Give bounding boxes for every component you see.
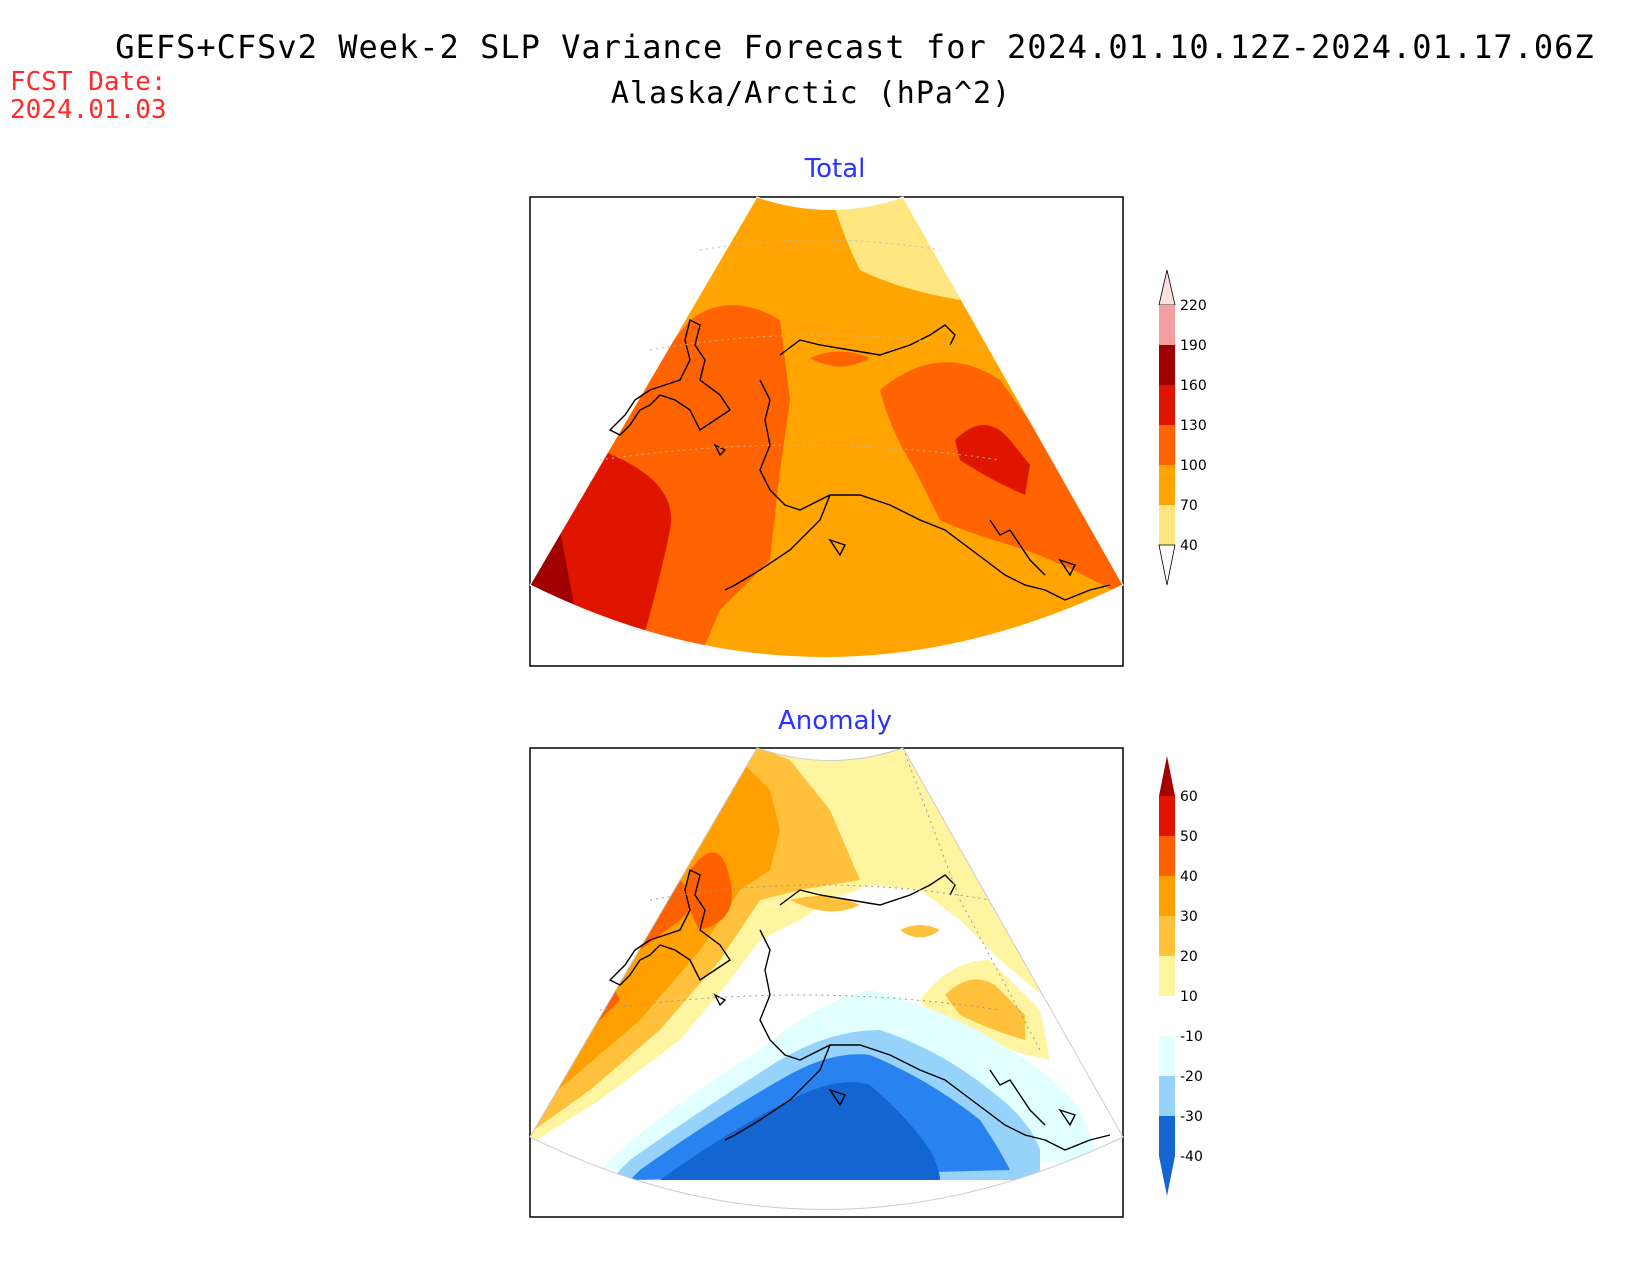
forecast-date-label: FCST Date: (10, 67, 167, 97)
anomaly-colorbar-bin (1159, 1076, 1175, 1116)
total-graticule (599, 239, 1001, 461)
anomaly-coastlines (608, 868, 1111, 1151)
total-colorbar-bin (1159, 425, 1175, 465)
anomaly-colorbar-label: 60 (1180, 789, 1198, 805)
chart-subtitle: Alaska/Arctic (hPa^2) (610, 76, 1012, 111)
total-colorbar-label: 220 (1180, 298, 1207, 314)
anomaly-colorbar-bin (1159, 836, 1175, 876)
total-map (529, 196, 1124, 667)
anomaly-colorbar-label: 50 (1180, 829, 1198, 845)
total-colorbar-bin (1159, 505, 1175, 545)
anomaly-colorbar-label: 30 (1180, 909, 1198, 925)
anomaly-colorbar-label: 10 (1180, 989, 1198, 1005)
total-colorbar-bin (1159, 385, 1175, 425)
total-colorbar-label: 190 (1180, 338, 1207, 354)
anomaly-colorbar-label: 40 (1180, 869, 1198, 885)
total-colorbar-label: 70 (1180, 498, 1198, 514)
anomaly-map (529, 747, 1124, 1218)
total-colorbar-top-arrow (1158, 269, 1176, 306)
anomaly-panel-title: Anomaly (777, 706, 893, 736)
anomaly-colorbar-bin (1159, 876, 1175, 916)
anomaly-colorbar-bin (1159, 1116, 1175, 1156)
anomaly-colorbar-top-arrow (1159, 756, 1175, 796)
anomaly-colorbar-bin (1159, 916, 1175, 956)
total-colorbar-bin (1159, 345, 1175, 385)
total-panel-title: Total (804, 154, 866, 184)
total-colorbar-label: 160 (1180, 378, 1207, 394)
total-colorbar-label: 40 (1180, 538, 1198, 554)
total-colorbar-label: 130 (1180, 418, 1207, 434)
anomaly-colorbar-label: -30 (1180, 1109, 1203, 1125)
total-colorbar-bottom-arrow (1158, 544, 1176, 586)
anomaly-colorbar-bin (1159, 996, 1175, 1036)
anomaly-colorbar-bin (1159, 956, 1175, 996)
anomaly-colorbar-label: -40 (1180, 1149, 1203, 1165)
total-colorbar-label: 100 (1180, 458, 1207, 474)
anomaly-colorbar-bin (1159, 796, 1175, 836)
total-coastlines (608, 318, 1111, 601)
forecast-date-value: 2024.01.03 (10, 95, 167, 125)
anomaly-colorbar-label: -20 (1180, 1069, 1203, 1085)
total-colorbar-bin (1159, 305, 1175, 345)
anomaly-colorbar-label: -10 (1180, 1029, 1203, 1045)
anomaly-colorbar-label: 20 (1180, 949, 1198, 965)
anomaly-colorbar-bottom-arrow (1159, 1156, 1175, 1196)
anomaly-graticule (599, 747, 1041, 1051)
anomaly-colorbar: 60 50 40 30 20 10 -10 -20 -30 -40 (1159, 756, 1203, 1196)
total-colorbar-bin (1159, 465, 1175, 505)
chart-title: GEFS+CFSv2 Week-2 SLP Variance Forecast … (115, 28, 1595, 66)
anomaly-colorbar-bin (1159, 1036, 1175, 1076)
total-colorbar: 220 190 160 130 100 70 40 (1158, 269, 1207, 586)
